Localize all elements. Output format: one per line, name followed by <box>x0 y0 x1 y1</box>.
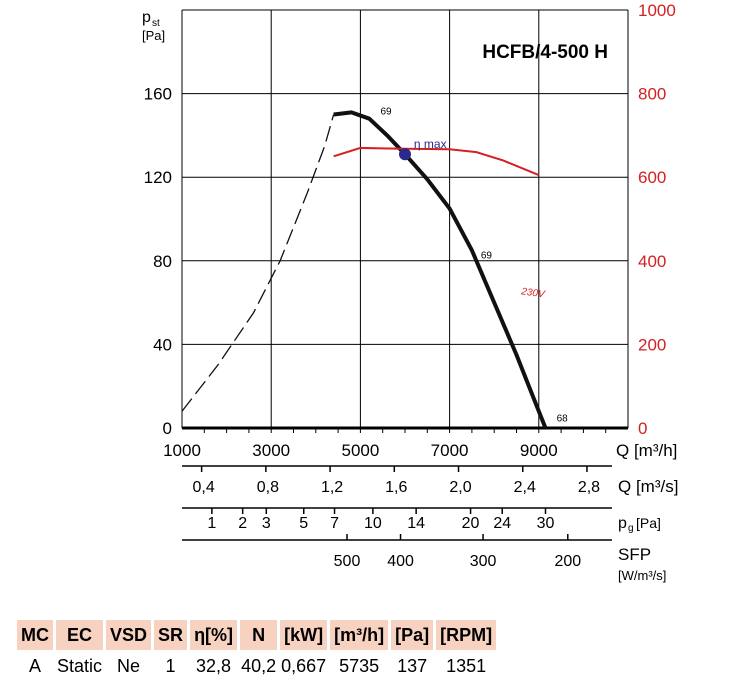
header-n: N <box>240 620 278 650</box>
header-ec: EC <box>56 620 104 650</box>
fan-curve-chart: 0408012016002004006008001000P[W]pst[Pa]1… <box>142 1 678 583</box>
secondary-axis-tick-label: 200 <box>554 553 581 570</box>
pressure-curve-unstable <box>181 114 335 412</box>
header-rpm: [RPM] <box>436 620 497 650</box>
y-axis-label-unit: [Pa] <box>142 28 165 43</box>
header-pa: [Pa] <box>391 620 434 650</box>
y2-tick-label: 200 <box>638 335 666 354</box>
secondary-axis-tick-label: 14 <box>407 515 425 532</box>
value-mc: A <box>28 655 41 676</box>
value-vsd: Ne <box>117 655 141 676</box>
header-eta: η[%] <box>190 620 238 650</box>
secondary-axis-tick-label: 20 <box>462 515 480 532</box>
value-n: 40,2 <box>241 655 277 676</box>
x-tick-label: 9000 <box>520 441 558 460</box>
x-tick-label: 3000 <box>252 441 290 460</box>
secondary-axis-tick-label: 5 <box>299 515 308 532</box>
secondary-axis-tick-label: 1,2 <box>321 479 343 496</box>
header-sr: SR <box>154 620 188 650</box>
eta-max-point <box>399 148 411 161</box>
annotation-label: 230V <box>520 286 547 300</box>
y2-tick-label: 600 <box>638 168 666 187</box>
power-curve-230v <box>333 146 540 177</box>
y2-tick-label: 1000 <box>638 1 676 20</box>
x-tick-label: 5000 <box>341 441 379 460</box>
x-tick-label: 1000 <box>163 441 201 460</box>
x-tick-label: 7000 <box>431 441 469 460</box>
annotation-label: 69 <box>481 251 493 262</box>
header-mc: MC <box>17 620 53 650</box>
value-pa: 137 <box>397 655 428 676</box>
y-tick-label: 0 <box>163 419 172 438</box>
annotation-label: 68 <box>557 414 569 425</box>
table-header-row: MC EC VSD SR η[%] N [kW] [m³/h] [Pa] [RP… <box>17 620 497 650</box>
table-row: A Static Ne 1 32,8 40,2 0,667 5735 137 1… <box>17 650 496 682</box>
value-kw: 0,667 <box>281 655 327 676</box>
secondary-axis-tick-label: 2,4 <box>514 479 536 496</box>
y-tick-label: 80 <box>153 252 172 271</box>
y2-tick-label: 800 <box>638 85 666 104</box>
secondary-axis-tick-label: 0,8 <box>257 479 279 496</box>
fan-spec-table: MC EC VSD SR η[%] N [kW] [m³/h] [Pa] [RP… <box>14 620 499 682</box>
pg-axis-label-sub: g <box>628 523 634 534</box>
secondary-axis-tick-label: 2 <box>238 515 247 532</box>
x-axis-label: Q [m³/h] <box>616 441 677 460</box>
value-flow: 5735 <box>339 655 380 676</box>
chart-title: HCFB/4-500 H <box>482 42 608 63</box>
y-tick-label: 160 <box>144 85 172 104</box>
annotation-label: η max <box>414 137 447 151</box>
value-eta: 32,8 <box>196 655 232 676</box>
secondary-axis-tick-label: 1 <box>207 515 216 532</box>
header-kw: [kW] <box>280 620 328 650</box>
y-tick-label: 120 <box>144 168 172 187</box>
secondary-axis-tick-label: 10 <box>364 515 382 532</box>
annotation-label: 69 <box>380 107 392 118</box>
header-flow: [m³/h] <box>330 620 389 650</box>
secondary-axis-tick-label: 24 <box>493 515 511 532</box>
secondary-axis-label: Q [m³/s] <box>618 477 678 496</box>
sfp-unit-label: [W/m³/s] <box>618 568 666 583</box>
secondary-axis-tick-label: 400 <box>387 553 414 570</box>
secondary-axis-label: SFP <box>618 545 651 564</box>
secondary-axis-tick-label: 3 <box>262 515 271 532</box>
y-axis-label-p: p <box>142 9 151 26</box>
secondary-axis-tick-label: 30 <box>537 515 555 532</box>
header-vsd: VSD <box>106 620 152 650</box>
pressure-curve <box>333 110 548 429</box>
secondary-axis-tick-label: 1,6 <box>385 479 407 496</box>
y2-tick-label: 400 <box>638 252 666 271</box>
y-tick-label: 40 <box>153 335 172 354</box>
value-sr: 1 <box>165 655 176 676</box>
y-axis-label-sub: st <box>152 18 160 29</box>
secondary-axis-tick-label: 2,8 <box>578 479 600 496</box>
secondary-axis-tick-label: 2,0 <box>449 479 471 496</box>
secondary-axis-tick-label: 7 <box>330 515 339 532</box>
y2-tick-label: 0 <box>638 419 647 438</box>
value-ec: Static <box>57 655 103 676</box>
secondary-axis-tick-label: 0,4 <box>192 479 214 496</box>
value-rpm: 1351 <box>446 655 487 676</box>
secondary-axis-tick-label: 300 <box>470 553 497 570</box>
pg-axis-label: p <box>618 515 627 532</box>
secondary-axis-tick-label: 500 <box>334 553 361 570</box>
pg-axis-label-unit: [Pa] <box>636 515 661 531</box>
